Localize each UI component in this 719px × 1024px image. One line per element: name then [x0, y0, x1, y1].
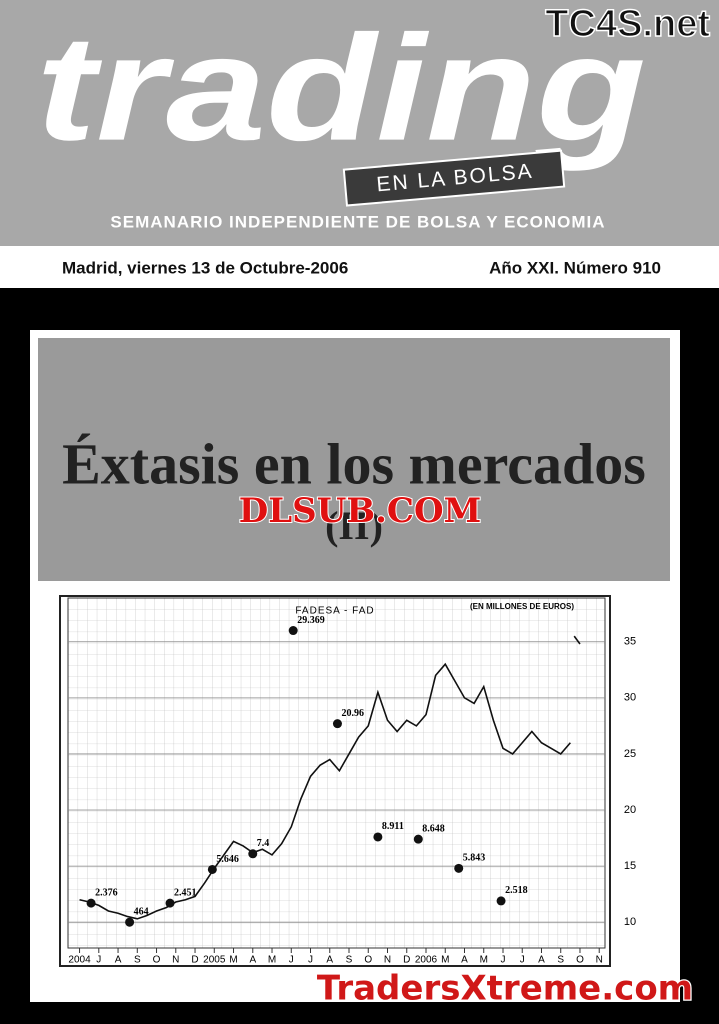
y-tick-label: 15	[624, 860, 636, 872]
x-tick-label: M	[441, 955, 449, 966]
x-tick-label: J	[308, 955, 313, 966]
annotation-dot	[207, 864, 217, 874]
annotation-dot	[332, 719, 342, 729]
y-tick-label: 35	[624, 636, 636, 648]
x-tick-label: 2006	[415, 955, 438, 966]
annotation-dot	[496, 896, 506, 906]
annotation-label: 2.451	[174, 887, 197, 898]
x-tick-label: A	[538, 955, 545, 966]
annotation-label: 8.911	[382, 821, 404, 832]
headline: Éxtasis en los mercados	[62, 431, 646, 496]
price-line	[79, 662, 571, 920]
annotation-label: 2.376	[95, 887, 118, 898]
annotation-dot	[288, 626, 298, 636]
price-line	[573, 635, 581, 645]
annotation-label: 20.96	[341, 708, 364, 719]
x-tick-label: A	[461, 955, 468, 966]
x-tick-label: S	[346, 955, 353, 966]
annotation-label: 464	[134, 906, 149, 917]
masthead: trading	[36, 4, 646, 172]
annotation-label: 5.646	[216, 854, 239, 865]
x-tick-label: S	[557, 955, 564, 966]
x-tick-label: S	[134, 955, 141, 966]
annotation-label: 7.4	[257, 838, 270, 849]
annotation-label: 8.648	[422, 823, 445, 834]
watermark: DLSUB.COM	[239, 491, 481, 531]
chart: FADESA - FAD (EN MILLONES DE EUROS) 10 15 20…	[68, 602, 636, 966]
annotation-label: 29.369	[297, 615, 325, 626]
x-tick-label: M	[268, 955, 276, 966]
x-tick-label: D	[403, 955, 410, 966]
y-tick-label: 25	[624, 748, 636, 760]
y-tick-label: 30	[624, 692, 636, 704]
x-tick-label: N	[596, 955, 603, 966]
annotation-dot	[413, 834, 423, 844]
annotation-dot	[125, 917, 135, 927]
x-tick-label: O	[153, 955, 161, 966]
annotation-dot	[248, 849, 258, 859]
x-tick-label: J	[96, 955, 101, 966]
x-tick-label: J	[500, 955, 505, 966]
plot-area	[67, 597, 606, 949]
y-tick-label: 10	[624, 916, 636, 928]
footer-watermark: TradersXtreme.com	[317, 969, 693, 1009]
x-tick-label: J	[289, 955, 294, 966]
x-tick-label: A	[326, 955, 333, 966]
x-tick-label: D	[191, 955, 198, 966]
annotation-dot	[454, 863, 464, 873]
tagline-box	[342, 149, 566, 207]
chart-note: (EN MILLONES DE EUROS)	[470, 602, 574, 611]
x-tick-label: O	[576, 955, 584, 966]
headline-part: (II)	[325, 503, 383, 548]
x-tick-label: A	[115, 955, 122, 966]
x-tick-label: O	[364, 955, 372, 966]
chart-title: FADESA - FAD	[295, 606, 374, 617]
x-tick-label: J	[520, 955, 525, 966]
y-tick-label: 20	[624, 804, 636, 816]
subtitle: SEMANARIO INDEPENDIENTE DE BOLSA Y ECONO…	[110, 212, 605, 231]
x-tick-label: N	[172, 955, 179, 966]
date: Madrid, viernes 13 de Octubre-2006	[62, 258, 348, 277]
issue: Año XXI. Número 910	[489, 258, 661, 277]
x-tick-label: M	[480, 955, 488, 966]
annotation-dot	[373, 832, 383, 842]
headline-box	[38, 338, 670, 581]
x-tick-label: 2005	[203, 955, 226, 966]
x-tick-label: 2004	[68, 955, 91, 966]
date-strip	[0, 246, 719, 288]
x-tick-label: M	[229, 955, 237, 966]
x-tick-label: N	[384, 955, 391, 966]
annotation-label: 2.518	[505, 885, 528, 896]
site-mark: TC4S.net	[545, 3, 710, 45]
annotation-dot	[86, 898, 96, 908]
annotation-dot	[165, 898, 175, 908]
annotation-label: 5.843	[463, 853, 486, 864]
x-tick-label: A	[249, 955, 256, 966]
